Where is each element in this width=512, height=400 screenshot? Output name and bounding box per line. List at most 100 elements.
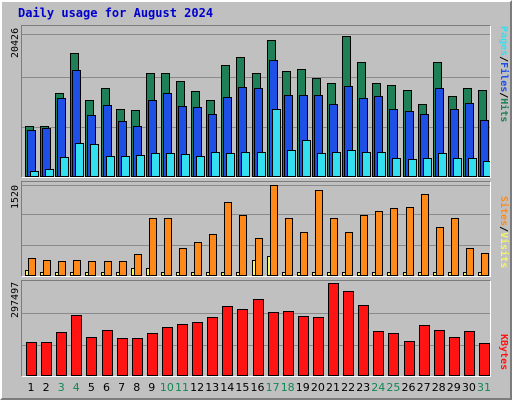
day-label-1: 1 (27, 381, 35, 394)
bar-sites-day-4 (73, 260, 82, 276)
bar-kbytes-day-26 (403, 341, 415, 376)
bar-sites-day-6 (103, 260, 112, 276)
hits-files-pages-panel (21, 25, 491, 178)
bar-pages-day-1 (30, 170, 39, 177)
bar-kbytes-day-17 (267, 312, 279, 376)
bar-kbytes-day-13 (207, 317, 219, 376)
bar-kbytes-day-20 (312, 316, 324, 376)
bar-sites-day-29 (450, 218, 459, 276)
bar-pages-day-20 (316, 153, 326, 177)
bar-pages-day-17 (271, 109, 281, 177)
sites-visits-legend: Sites/Visits (498, 196, 509, 268)
legend-visits: Visits (498, 232, 509, 269)
bar-pages-day-2 (45, 168, 55, 177)
bar-sites-day-3 (58, 260, 67, 276)
bar-pages-day-8 (135, 155, 145, 177)
bar-kbytes-day-31 (479, 343, 490, 376)
legend-sites: Sites (498, 196, 509, 227)
bar-kbytes-day-21 (328, 283, 339, 376)
day-label-3: 3 (57, 381, 65, 394)
bar-sites-day-17 (269, 184, 278, 276)
bar-sites-day-11 (179, 248, 187, 276)
bar-pages-day-10 (165, 153, 175, 177)
bar-pages-day-15 (241, 151, 251, 177)
bar-pages-day-24 (377, 151, 387, 177)
bar-kbytes-day-25 (388, 333, 400, 376)
bar-sites-day-15 (239, 215, 248, 276)
day-label-14: 14 (220, 381, 235, 394)
kbytes-panel (21, 280, 491, 377)
bar-kbytes-day-1 (26, 342, 37, 376)
bar-kbytes-day-9 (146, 333, 158, 376)
bar-pages-day-18 (286, 149, 296, 177)
bar-kbytes-day-4 (71, 314, 83, 376)
bar-pages-day-9 (150, 153, 160, 177)
bar-sites-day-27 (420, 194, 429, 276)
day-label-28: 28 (431, 381, 446, 394)
bar-pages-day-26 (407, 158, 417, 177)
bar-sites-day-19 (299, 231, 308, 276)
sites-visits-panel (21, 181, 491, 277)
bar-pages-day-30 (467, 157, 477, 177)
sites-ymax-label: 1520 (10, 184, 21, 209)
bar-sites-day-5 (88, 260, 97, 276)
bar-pages-day-13 (211, 151, 221, 177)
bar-pages-day-3 (60, 156, 70, 177)
bar-sites-day-30 (465, 248, 474, 276)
kbytes-legend: KBytes (498, 334, 509, 370)
legend-hits: Hits (498, 98, 509, 123)
bar-pages-day-28 (437, 153, 447, 177)
bar-kbytes-day-18 (282, 311, 294, 376)
bar-kbytes-day-22 (343, 290, 355, 376)
bar-kbytes-day-28 (433, 330, 445, 376)
bar-pages-day-14 (226, 153, 236, 177)
day-label-22: 22 (341, 381, 356, 394)
bar-sites-day-21 (330, 218, 338, 276)
day-label-2: 2 (42, 381, 50, 394)
legend-kbytes: KBytes (498, 334, 509, 371)
bar-sites-day-25 (390, 208, 399, 276)
legend-pages: Pages (498, 26, 509, 57)
day-label-6: 6 (103, 381, 110, 394)
bar-kbytes-day-14 (222, 305, 234, 376)
bar-pages-day-7 (120, 155, 130, 177)
bar-sites-day-16 (254, 237, 263, 276)
bar-kbytes-day-24 (373, 330, 385, 376)
bar-pages-day-4 (75, 143, 85, 177)
day-label-24: 24 (371, 381, 386, 394)
bar-kbytes-day-8 (131, 337, 143, 376)
day-label-31: 31 (477, 381, 491, 394)
bar-pages-day-31 (483, 160, 490, 177)
hits-ymax-label: 20426 (10, 27, 21, 58)
bar-pages-day-29 (452, 157, 462, 177)
bar-kbytes-day-7 (116, 338, 128, 376)
bar-sites-day-22 (345, 232, 354, 276)
bar-kbytes-day-15 (237, 308, 249, 376)
day-label-16: 16 (250, 381, 265, 394)
bar-pages-day-27 (422, 157, 432, 177)
day-label-13: 13 (205, 381, 220, 394)
bar-sites-day-2 (43, 260, 52, 276)
bar-kbytes-day-16 (252, 299, 264, 376)
day-label-5: 5 (87, 381, 95, 394)
day-label-30: 30 (461, 381, 476, 394)
day-label-25: 25 (386, 381, 401, 394)
day-label-7: 7 (118, 381, 126, 394)
bar-kbytes-day-27 (418, 325, 430, 376)
bar-pages-day-25 (392, 157, 402, 177)
day-label-23: 23 (356, 381, 371, 394)
legend-files: Files (498, 62, 509, 93)
day-label-18: 18 (280, 381, 295, 394)
gridline (22, 214, 490, 215)
day-label-26: 26 (401, 381, 416, 394)
bar-kbytes-day-19 (297, 315, 309, 376)
bar-pages-day-5 (90, 143, 100, 177)
bar-sites-day-24 (375, 211, 384, 276)
bar-sites-day-10 (163, 218, 172, 276)
bar-sites-day-26 (405, 206, 414, 276)
bar-sites-day-20 (314, 189, 323, 276)
bar-pages-day-21 (332, 151, 341, 177)
bar-sites-day-8 (133, 253, 142, 276)
day-label-29: 29 (446, 381, 461, 394)
